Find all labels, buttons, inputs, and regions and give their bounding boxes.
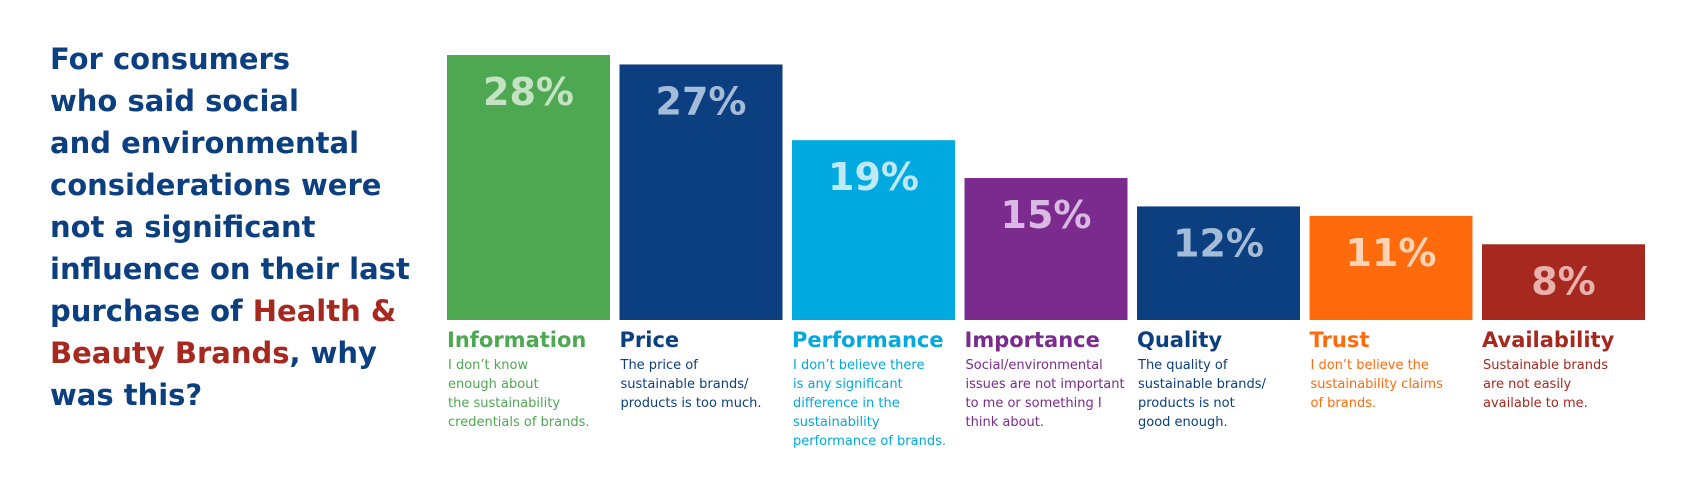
question-line-7: purchase of xyxy=(50,294,253,328)
category-description-availability: Sustainable brands are not easily availabl… xyxy=(1483,356,1653,413)
description-line: The quality of xyxy=(1138,358,1228,373)
question-highlight-health: Health & xyxy=(252,294,397,328)
value-label-trust: 11% xyxy=(1346,231,1437,275)
category-description-trust: I don’t believe the sustainability claims… xyxy=(1311,356,1481,413)
category-label-information: Information xyxy=(447,328,587,352)
bar-importance xyxy=(964,178,1128,320)
description-line: I don’t believe there xyxy=(793,358,925,373)
description-line: I don’t believe the xyxy=(1310,358,1429,373)
value-label-information: 28% xyxy=(483,70,574,114)
description-line: Social/environmental xyxy=(965,358,1103,373)
category-description-quality: The quality of sustainable brands/product… xyxy=(1138,356,1308,432)
question-line-9: was this? xyxy=(50,378,203,412)
description-line: The price of xyxy=(620,358,698,373)
value-label-performance: 19% xyxy=(828,155,919,199)
category-description-information: I don’t know enough about the sustainabili… xyxy=(448,356,618,432)
category-label-trust: Trust xyxy=(1309,328,1370,352)
bar-quality xyxy=(1137,206,1300,320)
description-line: Sustainable brands xyxy=(1483,358,1608,373)
description-line: products is not xyxy=(1138,396,1235,411)
bar-performance xyxy=(792,140,955,320)
description-line: sustainability claims xyxy=(1310,377,1443,392)
category-description-importance: Social/environmental issues are not impor… xyxy=(966,356,1136,432)
question-line-6: influence on their last xyxy=(50,252,410,286)
category-label-price: Price xyxy=(619,328,680,352)
description-line: credentials of brands. xyxy=(448,415,590,430)
description-line: available to me. xyxy=(1483,396,1588,411)
question-line-2: who said social xyxy=(50,84,299,118)
category-label-importance: Importance xyxy=(964,328,1100,352)
question-line-4: considerations were xyxy=(50,168,382,202)
description-line: performance of brands. xyxy=(793,434,947,449)
bar-trust xyxy=(1309,215,1473,320)
category-label-quality: Quality xyxy=(1137,328,1223,352)
description-line: are not easily xyxy=(1483,377,1572,392)
description-line: issues are not important xyxy=(965,377,1125,392)
description-line: think about. xyxy=(965,415,1045,430)
description-line: of brands. xyxy=(1310,396,1377,411)
description-line: is any significant xyxy=(793,377,903,392)
description-line: products is too much. xyxy=(620,396,762,411)
description-line: sustainable brands/ xyxy=(1138,377,1266,392)
description-line: good enough. xyxy=(1138,415,1228,430)
question-line-3: and environmental xyxy=(50,126,360,160)
question-highlight-beauty: Beauty Brands xyxy=(50,336,290,370)
description-line: to me or something I xyxy=(965,396,1102,411)
question-line-5: not a significant xyxy=(50,210,316,244)
description-line: the sustainability xyxy=(448,396,561,411)
category-label-performance: Performance xyxy=(792,328,944,352)
description-line: difference in the xyxy=(793,396,900,411)
bar-price xyxy=(619,64,783,320)
category-description-performance: I don’t believe there is any significant d… xyxy=(793,356,963,451)
value-label-availability: 8% xyxy=(1531,259,1596,303)
bar-availability xyxy=(1482,244,1645,320)
category-description-price: The price of sustainable brands/products … xyxy=(621,356,791,413)
value-label-price: 27% xyxy=(656,79,747,123)
description-line: enough about xyxy=(448,377,539,392)
bar-information xyxy=(447,55,610,320)
value-label-quality: 12% xyxy=(1173,221,1264,265)
question-line-8: , why xyxy=(289,336,377,370)
chart-title-question: For consumers who said social and environm… xyxy=(50,38,450,416)
category-label-availability: Availability xyxy=(1482,328,1615,352)
value-label-importance: 15% xyxy=(1001,193,1092,237)
question-line-1: For consumers xyxy=(50,42,291,76)
description-line: I don’t know xyxy=(448,358,529,373)
description-line: sustainable brands/ xyxy=(620,377,749,392)
description-line: sustainability xyxy=(793,415,880,430)
